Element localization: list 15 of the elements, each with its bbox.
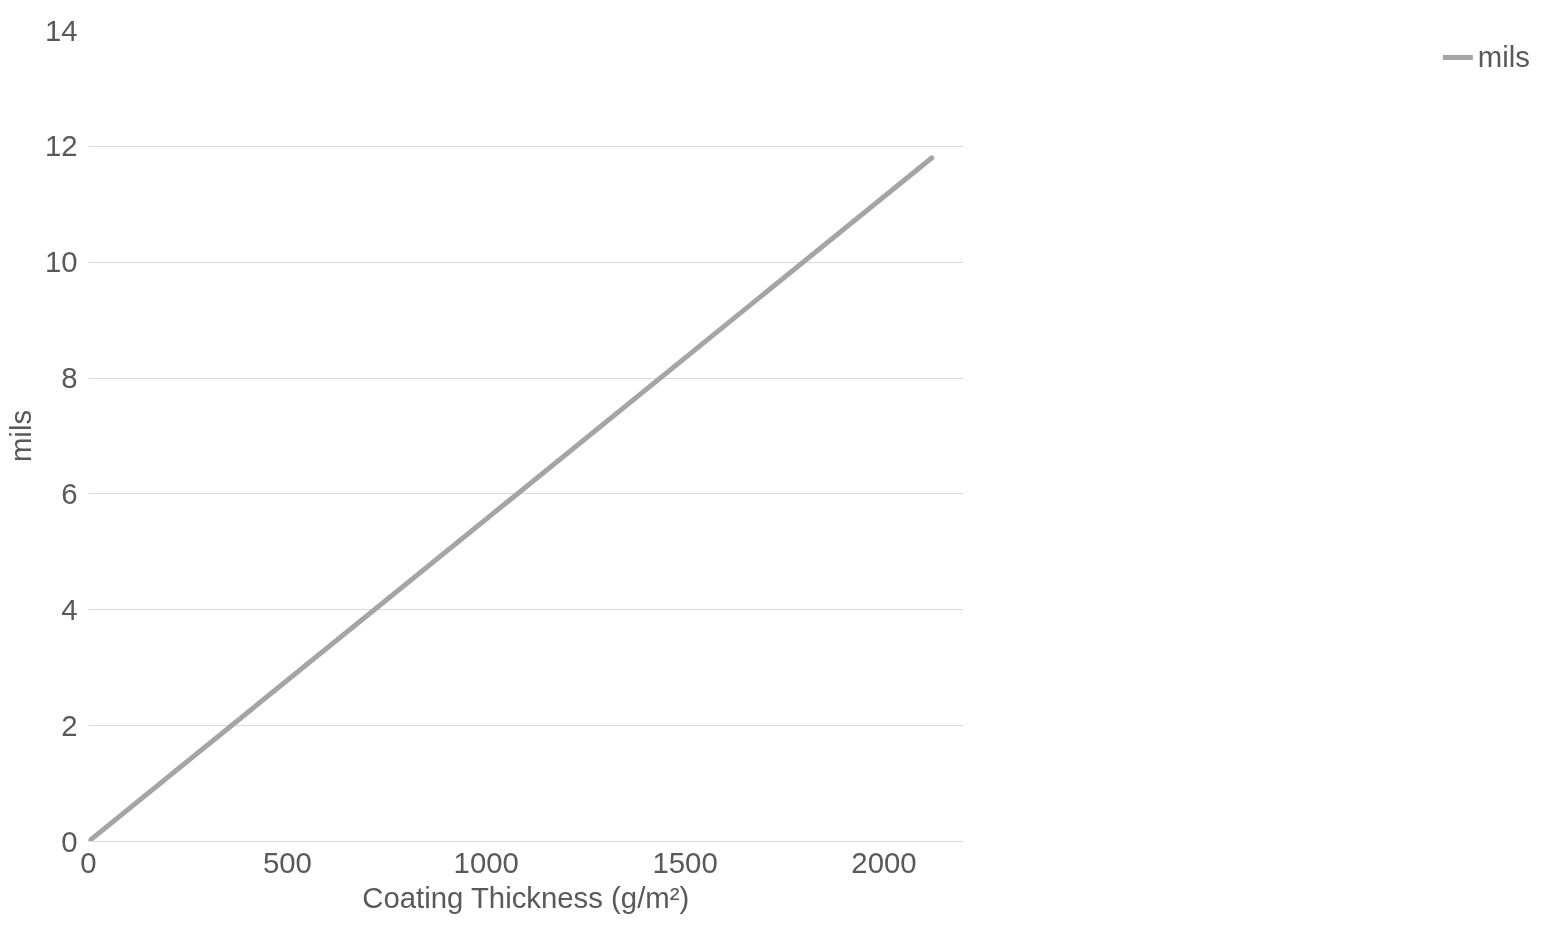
x-tick-label: 1500 [652, 845, 718, 879]
y-tick-label: 8 [61, 361, 78, 395]
legend-label: mils [1477, 40, 1530, 74]
y-tick-label: 12 [44, 129, 78, 163]
y-axis-title: mils [3, 409, 37, 463]
y-tick-label: 6 [61, 476, 78, 510]
y-tick-label: 14 [44, 13, 78, 47]
x-axis-title: Coating Thickness (g/m²) [362, 880, 690, 914]
y-tick-label: 4 [61, 592, 78, 626]
y-tick-label: 0 [61, 824, 78, 858]
x-tick-label: 1000 [453, 845, 519, 879]
y-tick-label: 10 [44, 245, 78, 279]
y-tick-label: 2 [61, 708, 78, 742]
x-tick-label: 500 [262, 845, 312, 879]
x-tick-label: 2000 [851, 845, 917, 879]
